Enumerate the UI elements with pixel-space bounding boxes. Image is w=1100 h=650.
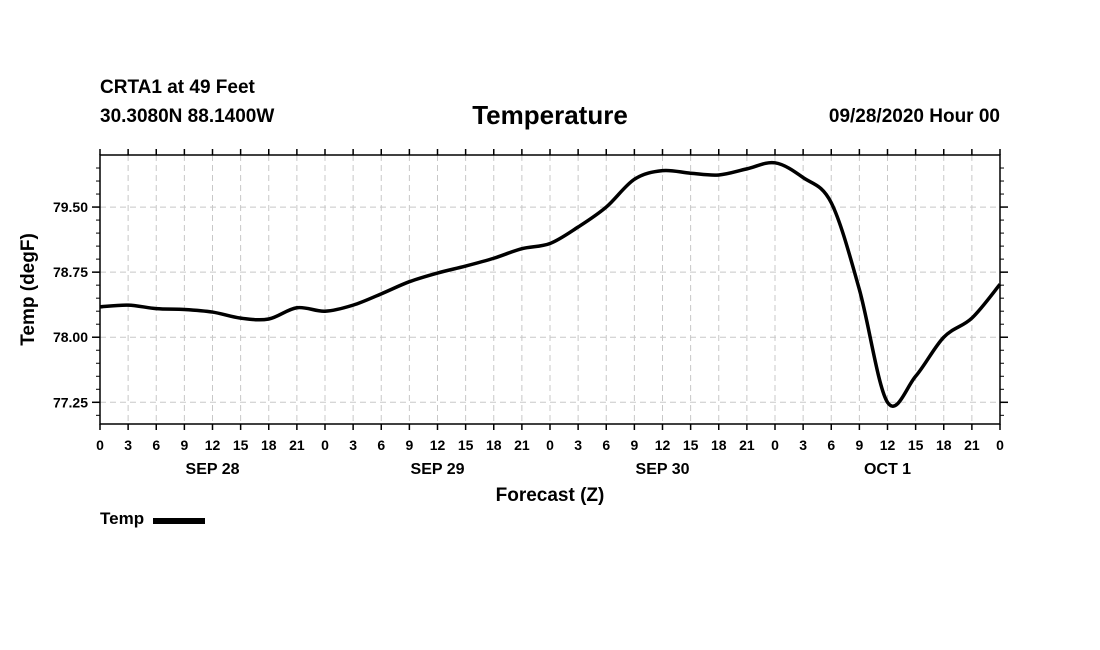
x-tick-label: 12 (655, 437, 671, 453)
x-tick-label: 6 (827, 437, 835, 453)
x-tick-label: 9 (630, 437, 638, 453)
x-tick-label: 0 (996, 437, 1004, 453)
day-label: SEP 28 (186, 461, 240, 478)
day-label: SEP 29 (411, 461, 465, 478)
day-label: OCT 1 (864, 461, 911, 478)
x-tick-label: 15 (908, 437, 924, 453)
y-tick-label: 79.50 (53, 199, 88, 215)
x-tick-label: 6 (377, 437, 385, 453)
x-tick-label: 15 (683, 437, 699, 453)
station-name: CRTA1 at 49 Feet (100, 77, 255, 98)
x-tick-label: 18 (936, 437, 952, 453)
x-tick-label: 12 (430, 437, 446, 453)
x-tick-label: 21 (514, 437, 530, 453)
x-tick-label: 0 (546, 437, 554, 453)
x-axis-title: Forecast (Z) (496, 485, 605, 506)
x-tick-label: 12 (205, 437, 221, 453)
x-tick-label: 12 (880, 437, 896, 453)
chart-title: Temperature (472, 100, 628, 130)
series-line-temp (99, 160, 1002, 408)
x-tick-label: 18 (261, 437, 277, 453)
x-tick-label: 6 (152, 437, 160, 453)
x-tick-label: 21 (289, 437, 305, 453)
y-tick-label: 78.75 (53, 264, 88, 280)
forecast-run-time: 09/28/2020 Hour 00 (828, 106, 1000, 127)
x-tick-label: 0 (96, 437, 104, 453)
x-tick-label: 6 (602, 437, 610, 453)
x-tick-label: 9 (855, 437, 863, 453)
x-tick-label: 3 (799, 437, 807, 453)
x-tick-label: 21 (964, 437, 980, 453)
y-axis-title: Temp (degF) (18, 233, 39, 346)
station-coordinates: 30.3080N 88.1400W (100, 106, 275, 127)
x-tick-label: 15 (458, 437, 474, 453)
x-tick-label: 18 (711, 437, 727, 453)
x-tick-label: 3 (574, 437, 582, 453)
x-tick-label: 0 (321, 437, 329, 453)
day-label: SEP 30 (636, 461, 690, 478)
legend-swatch (153, 517, 206, 524)
x-tick-label: 3 (124, 437, 132, 453)
y-tick-label: 78.00 (53, 329, 88, 345)
legend-label: Temp (100, 509, 145, 528)
x-tick-label: 15 (233, 437, 249, 453)
x-tick-label: 9 (405, 437, 413, 453)
x-tick-label: 3 (349, 437, 357, 453)
y-tick-label: 77.25 (53, 394, 88, 410)
x-tick-label: 18 (486, 437, 502, 453)
x-tick-label: 0 (771, 437, 779, 453)
legend: Temp (100, 509, 206, 529)
x-tick-label: 9 (180, 437, 188, 453)
x-tick-label: 21 (739, 437, 755, 453)
